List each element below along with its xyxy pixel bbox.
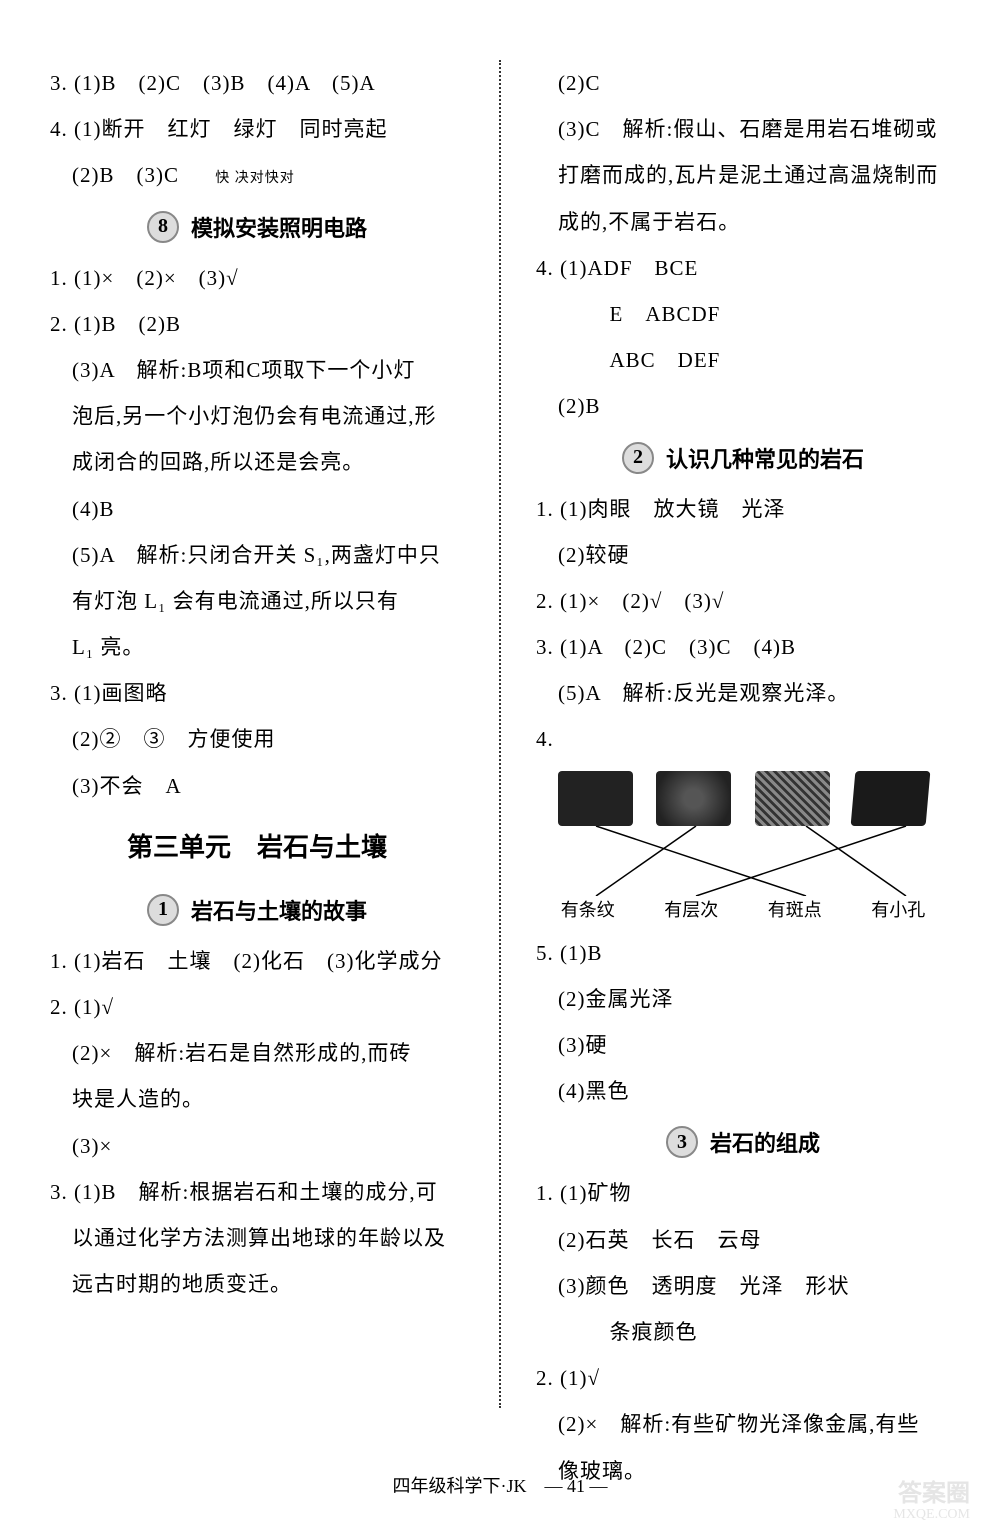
answer-line: (2)C bbox=[536, 60, 950, 106]
answer-line: 打磨而成的,瓦片是泥土通过高温烧制而 bbox=[536, 152, 950, 198]
rock-image-2 bbox=[656, 771, 731, 826]
answer-line: 2. (1)√ bbox=[50, 984, 464, 1030]
answer-line: 1. (1)肉眼 放大镜 光泽 bbox=[536, 486, 950, 532]
page-container: 3. (1)B (2)C (3)B (4)A (5)A 4. (1)断开 红灯 … bbox=[50, 60, 950, 1408]
answer-line: (3)C 解析:假山、石磨是用岩石堆砌或 bbox=[536, 106, 950, 152]
answer-line: (2)× 解析:有些矿物光泽像金属,有些 bbox=[536, 1401, 950, 1447]
answer-line: 条痕颜色 bbox=[536, 1309, 950, 1355]
answer-line: (3)× bbox=[50, 1123, 464, 1169]
answer-line: 4. (1)ADF BCE bbox=[536, 245, 950, 291]
section-header-2: 2 认识几种常见的岩石 bbox=[536, 442, 950, 474]
rock-image-4 bbox=[851, 771, 931, 826]
answer-line: L₁ 亮。 bbox=[50, 624, 464, 670]
answer-line: 2. (1)√ bbox=[536, 1355, 950, 1401]
answer-line: 3. (1)A (2)C (3)C (4)B bbox=[536, 624, 950, 670]
matching-labels: 有条纹 有层次 有斑点 有小孔 bbox=[536, 896, 950, 922]
answer-line: (4)黑色 bbox=[536, 1068, 950, 1114]
answer-line: 块是人造的。 bbox=[50, 1076, 464, 1122]
right-column: (2)C (3)C 解析:假山、石磨是用岩石堆砌或 打磨而成的,瓦片是泥土通过高… bbox=[536, 60, 950, 1408]
match-label: 有小孔 bbox=[871, 896, 925, 922]
answer-line: 2. (1)B (2)B bbox=[50, 301, 464, 347]
match-label: 有条纹 bbox=[561, 896, 615, 922]
answer-line: 4. (1)断开 红灯 绿灯 同时亮起 bbox=[50, 106, 464, 152]
matching-lines bbox=[546, 826, 946, 896]
answer-line: 1. (1)× (2)× (3)√ bbox=[50, 255, 464, 301]
answer-line: (2)× 解析:岩石是自然形成的,而砖 bbox=[50, 1030, 464, 1076]
section-title: 模拟安装照明电路 bbox=[191, 211, 367, 243]
answer-line: 成闭合的回路,所以还是会亮。 bbox=[50, 439, 464, 485]
section-header-1: 1 岩石与土壤的故事 bbox=[50, 894, 464, 926]
answer-line: 泡后,另一个小灯泡仍会有电流通过,形 bbox=[50, 393, 464, 439]
answer-line: 成的,不属于岩石。 bbox=[536, 199, 950, 245]
section-number-icon: 8 bbox=[147, 211, 179, 243]
answer-line: 1. (1)矿物 bbox=[536, 1170, 950, 1216]
answer-line: (2)石英 长石 云母 bbox=[536, 1217, 950, 1263]
answer-line: (3)不会 A bbox=[50, 763, 464, 809]
answer-line: 3. (1)B (2)C (3)B (4)A (5)A bbox=[50, 60, 464, 106]
answer-line: 远古时期的地质变迁。 bbox=[50, 1261, 464, 1307]
text: (2)B (3)C bbox=[50, 163, 179, 187]
answer-line: (5)A 解析:只闭合开关 S₁,两盏灯中只 bbox=[50, 532, 464, 578]
answer-line: 以通过化学方法测算出地球的年龄以及 bbox=[50, 1215, 464, 1261]
answer-line: (4)B bbox=[50, 486, 464, 532]
rock-image-1 bbox=[558, 771, 633, 826]
answer-line: 3. (1)B 解析:根据岩石和土壤的成分,可 bbox=[50, 1169, 464, 1215]
answer-line: (3)硬 bbox=[536, 1022, 950, 1068]
left-column: 3. (1)B (2)C (3)B (4)A (5)A 4. (1)断开 红灯 … bbox=[50, 60, 464, 1408]
answer-line: (2)金属光泽 bbox=[536, 976, 950, 1022]
answer-line: 3. (1)画图略 bbox=[50, 670, 464, 716]
watermark-url: MXQE.COM bbox=[893, 1507, 970, 1523]
section-title: 岩石的组成 bbox=[710, 1126, 820, 1158]
section-header-8: 8 模拟安装照明电路 bbox=[50, 211, 464, 243]
answer-line: 1. (1)岩石 土壤 (2)化石 (3)化学成分 bbox=[50, 938, 464, 984]
matching-diagram: 有条纹 有层次 有斑点 有小孔 bbox=[536, 771, 950, 922]
section-number-icon: 3 bbox=[666, 1126, 698, 1158]
section-number-icon: 1 bbox=[147, 894, 179, 926]
match-label: 有层次 bbox=[664, 896, 718, 922]
answer-line: (2)较硬 bbox=[536, 532, 950, 578]
section-number-icon: 2 bbox=[622, 442, 654, 474]
answer-line: 2. (1)× (2)√ (3)√ bbox=[536, 578, 950, 624]
answer-line: ABC DEF bbox=[536, 337, 950, 383]
section-title: 岩石与土壤的故事 bbox=[191, 894, 367, 926]
answer-line: 4. bbox=[536, 716, 950, 762]
answer-line: 有灯泡 L₁ 会有电流通过,所以只有 bbox=[50, 578, 464, 624]
rock-images-row bbox=[536, 771, 950, 826]
answer-line: 5. (1)B bbox=[536, 930, 950, 976]
small-annotation: 快 决对快对 bbox=[215, 171, 295, 186]
page-footer: 四年级科学下·JK — 41 — bbox=[0, 1472, 1000, 1498]
match-label: 有斑点 bbox=[768, 896, 822, 922]
answer-line: E ABCDF bbox=[536, 291, 950, 337]
unit-title: 第三单元 岩石与土壤 bbox=[50, 827, 464, 864]
rock-image-3 bbox=[755, 771, 830, 826]
answer-line: (2)B (3)C 快 决对快对 bbox=[50, 152, 464, 198]
answer-line: (3)颜色 透明度 光泽 形状 bbox=[536, 1263, 950, 1309]
section-title: 认识几种常见的岩石 bbox=[666, 442, 864, 474]
watermark: 答案圈 bbox=[898, 1473, 970, 1508]
column-divider bbox=[499, 60, 501, 1408]
answer-line: (3)A 解析:B项和C项取下一个小灯 bbox=[50, 347, 464, 393]
section-header-3: 3 岩石的组成 bbox=[536, 1126, 950, 1158]
answer-line: (2)② ③ 方便使用 bbox=[50, 716, 464, 762]
answer-line: (2)B bbox=[536, 383, 950, 429]
answer-line: (5)A 解析:反光是观察光泽。 bbox=[536, 670, 950, 716]
